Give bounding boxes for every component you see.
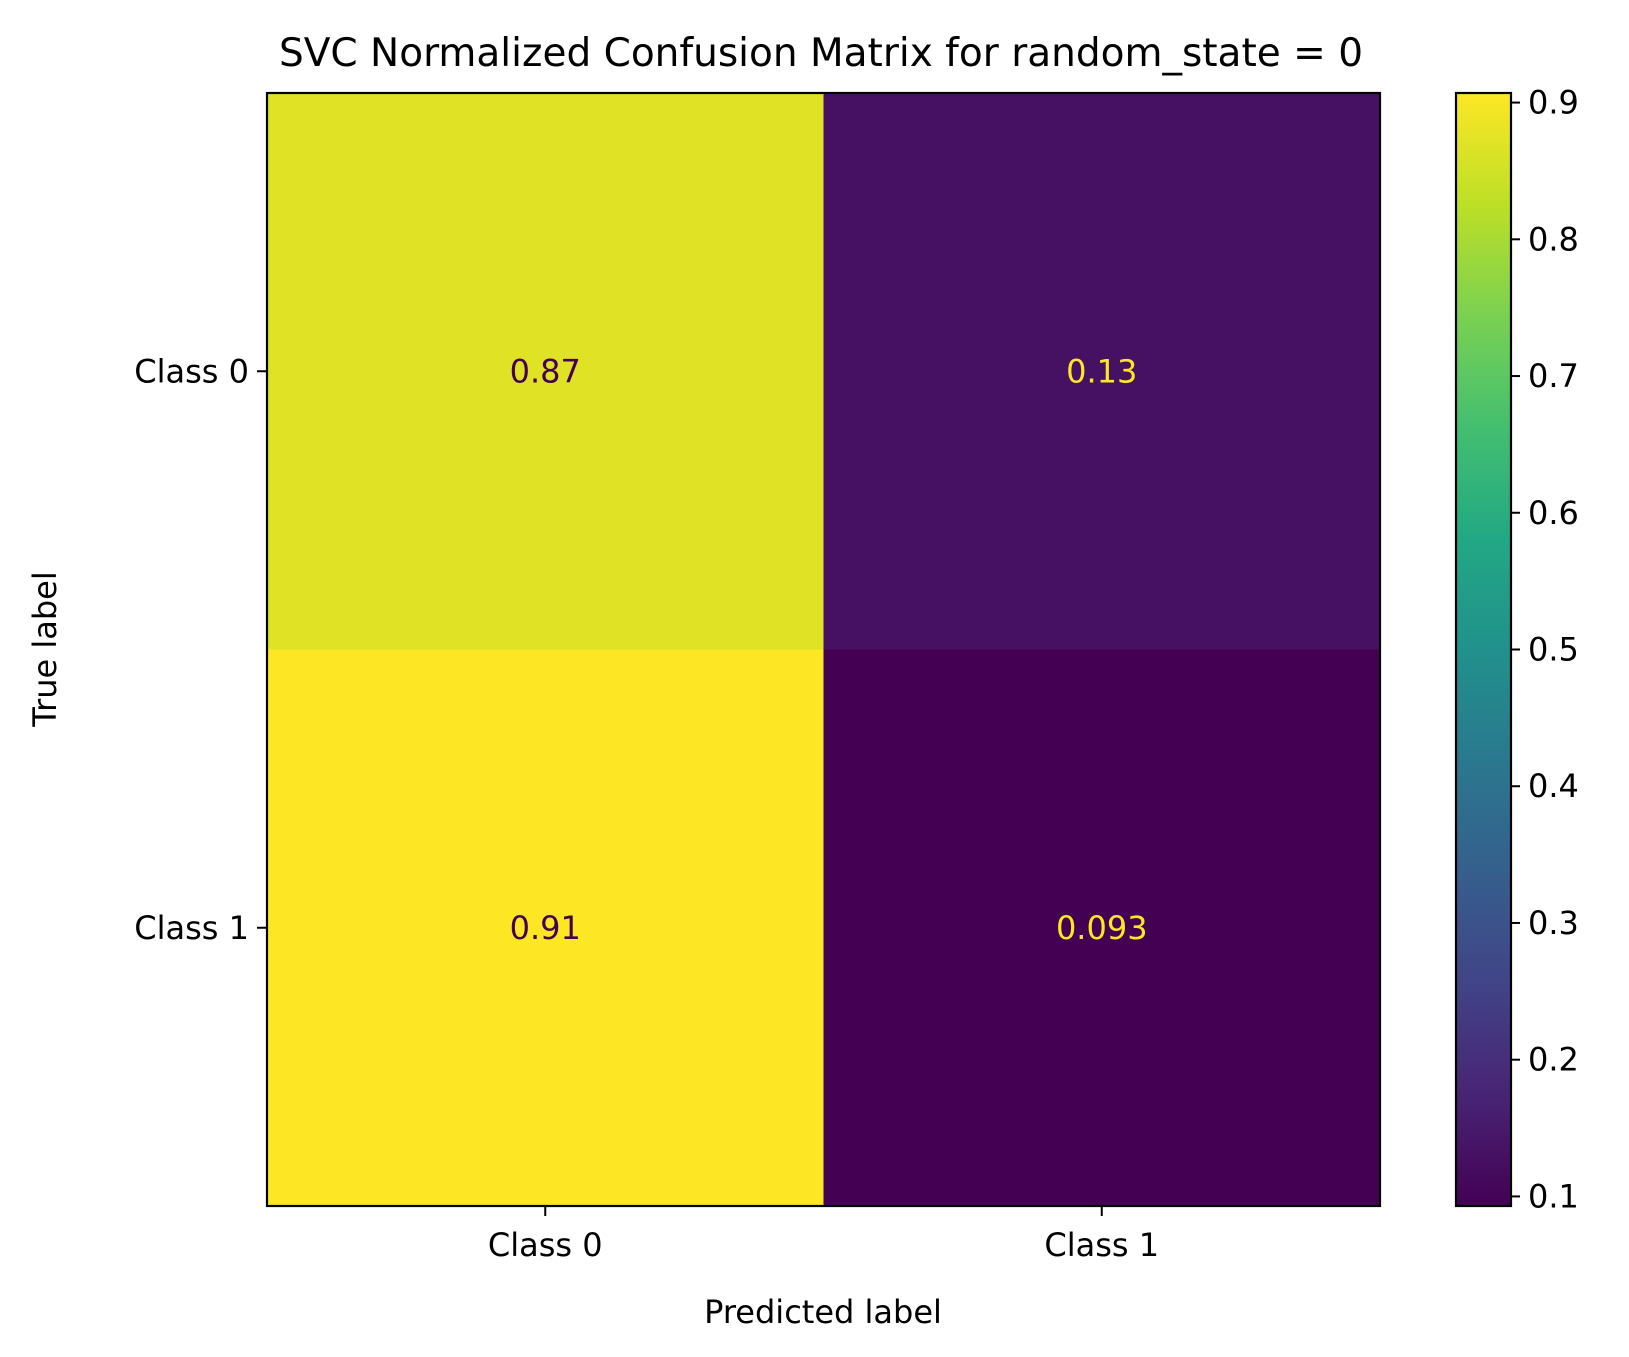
colorbar-tick-label: 0.3: [1528, 904, 1579, 942]
y-axis-ticks: Class 0 Class 1: [134, 352, 267, 947]
cell-value-r1-c1: 0.093: [1056, 909, 1148, 947]
cell-value-r0-c1: 0.13: [1066, 352, 1137, 390]
y-tick-label: Class 0: [134, 352, 249, 390]
x-axis-label: Predicted label: [704, 1293, 942, 1331]
colorbar-tick-label: 0.8: [1528, 220, 1579, 258]
heatmap-cell-r1-c1: [823, 649, 1381, 1207]
x-tick-label: Class 0: [488, 1226, 603, 1264]
heatmap-cell-r0-c1: [823, 93, 1381, 650]
y-tick-label: Class 1: [134, 909, 249, 947]
colorbar-tick-label: 0.4: [1528, 767, 1579, 805]
plot-frame: [265, 91, 1382, 1208]
heatmap-cell-labels: 0.87 0.13 0.91 0.093: [510, 352, 1148, 947]
heatmap-cell-r1-c0: [267, 649, 824, 1207]
colorbar-ticks: 0.1 0.2 0.3 0.4 0.5 0.6 0.7 0.8 0.9: [1511, 84, 1579, 1215]
heatmap-cell-r0-c0: [267, 93, 824, 650]
cell-value-r1-c0: 0.91: [510, 909, 581, 947]
x-tick-label: Class 1: [1044, 1226, 1159, 1264]
x-axis-ticks: Class 0 Class 1: [488, 1206, 1159, 1264]
colorbar-tick-label: 0.2: [1528, 1041, 1579, 1079]
chart-title: SVC Normalized Confusion Matrix for rand…: [279, 31, 1363, 76]
colorbar-tick-label: 0.9: [1528, 84, 1579, 122]
heatmap-cells: [267, 93, 1381, 1207]
colorbar-tick-label: 0.1: [1528, 1177, 1579, 1215]
y-axis-label: True label: [26, 571, 64, 728]
colorbar-tick-label: 0.6: [1528, 494, 1579, 532]
cell-value-r0-c0: 0.87: [510, 352, 581, 390]
colorbar: [1454, 91, 1513, 1208]
colorbar-tick-label: 0.5: [1528, 631, 1579, 669]
colorbar-tick-label: 0.7: [1528, 357, 1579, 395]
